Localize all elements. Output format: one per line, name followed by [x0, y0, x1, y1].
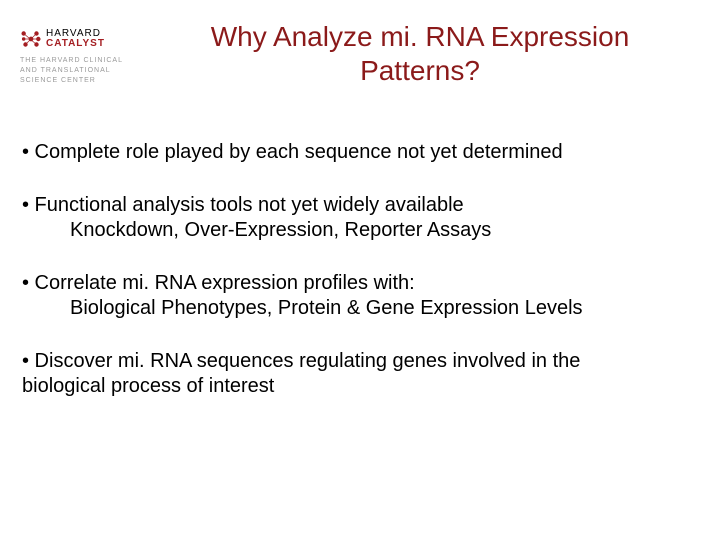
bullet-4-line2: biological process of interest — [22, 375, 274, 397]
logo-row: HARVARD CATALYST — [20, 28, 150, 50]
slide: HARVARD CATALYST THE HARVARD CLINICAL AN… — [0, 0, 720, 540]
bullet-2-text: • Functional analysis tools not yet wide… — [22, 194, 464, 216]
bullet-1: • Complete role played by each sequence … — [22, 140, 692, 165]
bullet-4-line1: • Discover mi. RNA sequences regulating … — [22, 350, 580, 372]
bullet-2-sub: Knockdown, Over-Expression, Reporter Ass… — [70, 219, 491, 241]
bullet-3-text: • Correlate mi. RNA expression profiles … — [22, 272, 415, 294]
slide-body: • Complete role played by each sequence … — [22, 140, 692, 427]
logo-tagline: THE HARVARD CLINICAL AND TRANSLATIONAL S… — [20, 56, 150, 85]
network-icon — [20, 28, 42, 50]
bullet-3-sub: Biological Phenotypes, Protein & Gene Ex… — [70, 297, 583, 319]
bullet-2: • Functional analysis tools not yet wide… — [22, 193, 692, 243]
bullet-3: • Correlate mi. RNA expression profiles … — [22, 271, 692, 321]
logo-line2: CATALYST — [46, 39, 105, 49]
tagline-l1: THE HARVARD CLINICAL — [20, 56, 150, 66]
bullet-4: • Discover mi. RNA sequences regulating … — [22, 349, 692, 399]
slide-title: Why Analyze mi. RNA Expression Patterns? — [170, 20, 670, 87]
title-line1: Why Analyze mi. RNA Expression — [211, 21, 630, 52]
bullet-1-text: • Complete role played by each sequence … — [22, 141, 563, 163]
logo-block: HARVARD CATALYST THE HARVARD CLINICAL AN… — [20, 28, 150, 85]
logo-wordmark: HARVARD CATALYST — [46, 29, 105, 49]
tagline-l2: AND TRANSLATIONAL — [20, 66, 150, 76]
title-line2: Patterns? — [360, 55, 480, 86]
tagline-l3: SCIENCE CENTER — [20, 76, 150, 86]
